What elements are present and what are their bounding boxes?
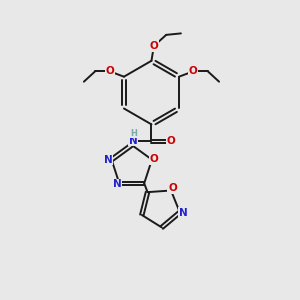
Text: N: N bbox=[104, 154, 112, 165]
Text: N: N bbox=[112, 179, 121, 189]
Text: H: H bbox=[130, 129, 137, 138]
Text: O: O bbox=[168, 183, 177, 193]
Text: O: O bbox=[105, 66, 114, 76]
Text: O: O bbox=[189, 66, 197, 76]
Text: O: O bbox=[150, 154, 159, 164]
Text: O: O bbox=[149, 41, 158, 51]
Text: O: O bbox=[167, 136, 176, 146]
Text: N: N bbox=[129, 136, 138, 146]
Text: N: N bbox=[179, 208, 188, 218]
